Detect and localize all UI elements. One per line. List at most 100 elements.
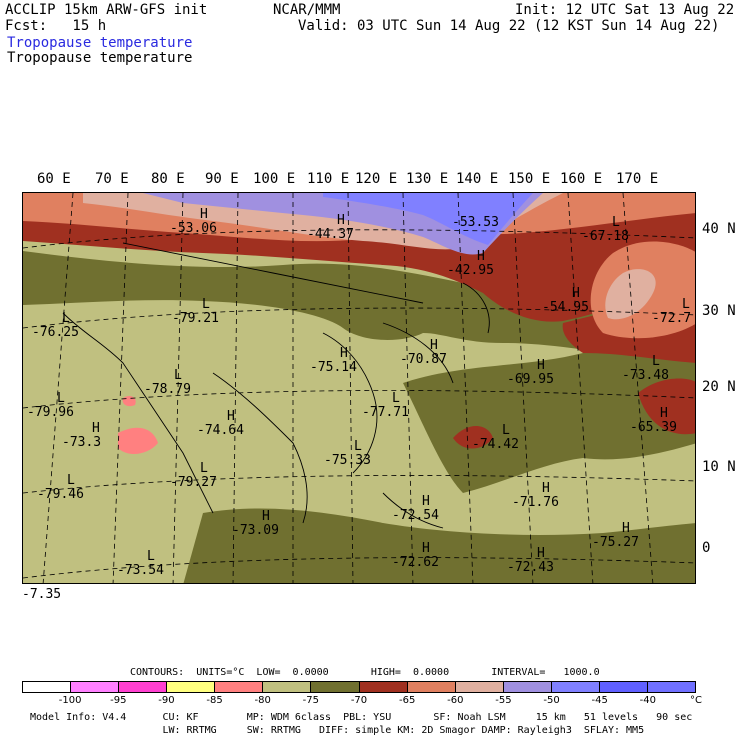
colorbar-swatch <box>215 682 264 692</box>
colorbar-tick: -95 <box>110 695 127 706</box>
coastlines <box>62 242 490 529</box>
colorbar-tick: -80 <box>254 695 271 706</box>
extremum-value: -53.06 <box>170 221 217 236</box>
lat-label: 0 <box>702 540 711 556</box>
colorbar-tick: -85 <box>206 695 223 706</box>
colorbar-swatch <box>648 682 696 692</box>
extremum-value: -42.95 <box>447 263 494 278</box>
colorbar-tick: -50 <box>543 695 560 706</box>
high-marker: H <box>340 346 348 361</box>
field-red-patch-east <box>638 378 695 435</box>
lon-label: 130 E <box>406 171 449 187</box>
field-salmon-patch <box>118 427 158 455</box>
org-label: NCAR/MMM <box>273 2 341 18</box>
high-marker: H <box>537 358 545 373</box>
extremum-value: -72.43 <box>507 560 554 575</box>
colorbar-swatch <box>503 682 552 692</box>
high-marker: H <box>422 494 430 509</box>
lon-label: 80 E <box>151 171 185 187</box>
lon-label: 120 E <box>355 171 398 187</box>
field-dark-olive-south <box>403 343 695 493</box>
low-marker: L <box>502 423 510 438</box>
latitude-labels: 40 N 30 N 20 N 10 N 0 <box>700 0 740 740</box>
lon-label: 140 E <box>456 171 499 187</box>
colorbar-swatch <box>455 682 504 692</box>
colorbar-swatch <box>119 682 168 692</box>
lon-label: 100 E <box>253 171 296 187</box>
colorbar-tick: -55 <box>495 695 512 706</box>
low-marker: L <box>612 215 620 230</box>
field-title: Tropopause temperature <box>7 50 193 66</box>
extremum-value: -72.7 <box>652 311 692 326</box>
colorbar-tick: -60 <box>447 695 464 706</box>
init-time: Init: 12 UTC Sat 13 Aug 22 <box>515 2 735 18</box>
extremum-value: -74.64 <box>197 423 244 438</box>
high-marker: H <box>262 509 270 524</box>
field-red-patch <box>453 425 493 449</box>
map-canvas <box>23 193 695 583</box>
high-marker: H <box>227 409 235 424</box>
colorbar <box>22 681 696 693</box>
extremum-value: -72.54 <box>392 508 439 523</box>
colorbar-tick: -90 <box>158 695 175 706</box>
extremum-value: -79.21 <box>172 311 219 326</box>
colorbar-swatch <box>23 682 72 692</box>
extremum-value: -73.3 <box>62 435 102 450</box>
field-dark-olive <box>23 251 695 363</box>
colorbar-tick: -40 <box>639 695 657 706</box>
colorbar-tick: -70 <box>350 695 368 706</box>
low-marker: L <box>202 297 210 312</box>
colorbar-tick: -75 <box>302 695 320 706</box>
colorbar-swatch <box>311 682 360 692</box>
lon-label: 90 E <box>205 171 239 187</box>
low-marker: L <box>392 391 400 406</box>
extremum-value: -73.48 <box>622 368 669 383</box>
field-dark-olive-eq <box>183 508 695 583</box>
lon-label: 150 E <box>508 171 551 187</box>
graticule <box>23 193 695 583</box>
high-marker: H <box>200 207 208 222</box>
valid-time: Valid: 03 UTC Sun 14 Aug 22 (12 KST Sun … <box>298 18 720 34</box>
high-marker: H <box>537 546 545 561</box>
map-panel <box>22 192 696 584</box>
extremum-value: -79.46 <box>37 487 84 502</box>
colorbar-swatch <box>551 682 600 692</box>
lat-label: 10 N <box>702 459 736 475</box>
high-marker: H <box>337 213 345 228</box>
extremum-value: -71.76 <box>512 495 559 510</box>
low-marker: L <box>682 297 690 312</box>
low-marker: L <box>57 391 65 406</box>
extremum-value: -77.71 <box>362 405 409 420</box>
extremum-value: -7.35 <box>22 587 62 602</box>
field-blue <box>323 193 533 245</box>
extremum-value: -76.25 <box>32 325 79 340</box>
extremum-value: -79.96 <box>27 405 74 420</box>
extremum-value: -44.37 <box>307 227 354 242</box>
colorbar-tick: -65 <box>398 695 416 706</box>
high-marker: H <box>430 338 438 353</box>
low-marker: L <box>200 461 208 476</box>
extremum-value: -72.62 <box>392 555 439 570</box>
extremum-value: -53.53 <box>452 215 499 230</box>
lon-label: 160 E <box>560 171 603 187</box>
extremum-value: -67.18 <box>582 229 629 244</box>
extremum-value: -75.14 <box>310 360 357 375</box>
colorbar-swatch <box>263 682 312 692</box>
lat-label: 40 N <box>702 221 736 237</box>
lon-label: 70 E <box>95 171 129 187</box>
low-marker: L <box>174 368 182 383</box>
colorbar-tick: °C <box>690 695 702 706</box>
low-marker: L <box>67 473 75 488</box>
low-marker: L <box>62 311 70 326</box>
low-marker: L <box>147 549 155 564</box>
lon-label: 170 E <box>616 171 659 187</box>
colorbar-swatch <box>71 682 120 692</box>
forecast-hour: Fcst: 15 h <box>5 18 107 34</box>
extremum-value: -69.95 <box>507 372 554 387</box>
contours-info: CONTOURS: UNITS=°C LOW= 0.0000 HIGH= 0.0… <box>130 667 600 678</box>
extremum-value: -79.27 <box>170 475 217 490</box>
extremum-value: -75.27 <box>592 535 639 550</box>
high-marker: H <box>92 421 100 436</box>
lon-label: 110 E <box>307 171 350 187</box>
colorbar-tick: -45 <box>591 695 608 706</box>
